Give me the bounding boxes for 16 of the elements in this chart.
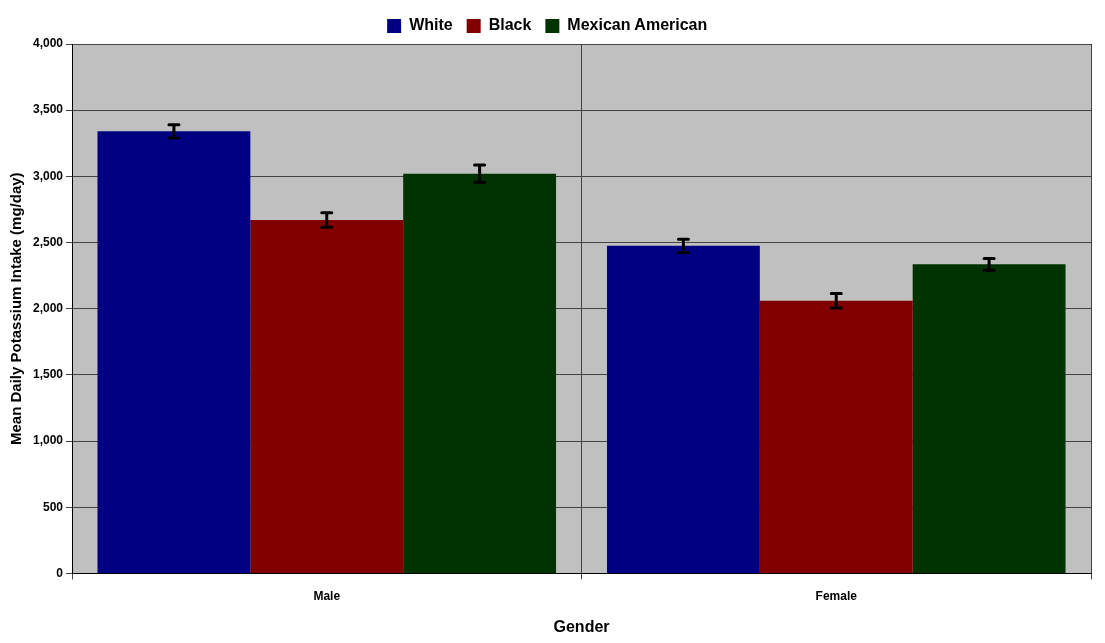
y-tick-label: 500 [43, 499, 64, 514]
y-tick-label: 3,000 [33, 168, 64, 183]
legend-label: Black [488, 16, 532, 34]
y-tick-label: 2,500 [33, 234, 64, 249]
y-tick-label: 1,500 [33, 367, 64, 382]
y-tick-label: 2,000 [33, 301, 64, 316]
x-tick-label: Female [815, 588, 858, 603]
y-tick-label: 4,000 [33, 36, 64, 51]
legend-label: Mexican American [567, 16, 708, 34]
y-axis-title: Mean Daily Potassium Intake (mg/day) [7, 172, 25, 445]
y-tick-label: 1,000 [33, 433, 64, 448]
x-tick-label: Male [313, 588, 341, 603]
y-tick-label: 3,500 [33, 102, 64, 117]
x-axis-title: Gender [553, 617, 610, 635]
legend-label: White [409, 16, 453, 34]
y-tick-label: 0 [56, 565, 64, 580]
